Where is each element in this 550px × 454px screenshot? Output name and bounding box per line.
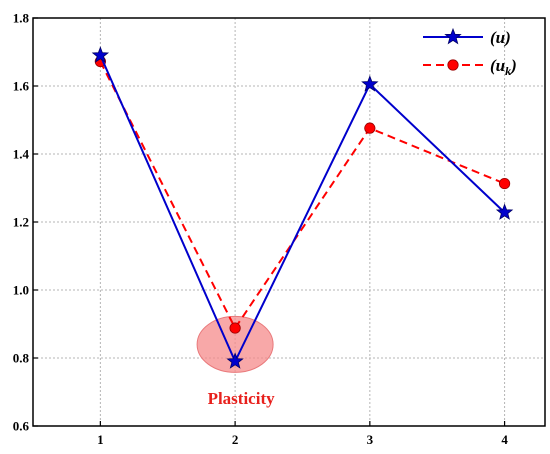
legend-item-1: (u): [423, 27, 511, 47]
axes: 0.6 0.8 1.0 1.2 1.4 1.6 1.8 1 2 3 4: [13, 11, 509, 448]
legend-item-2: (uk): [423, 56, 517, 78]
legend-marker-2: [447, 59, 459, 71]
series-1-point-2: [226, 352, 244, 369]
series-layer: [91, 46, 514, 369]
series-2-point-2: [229, 322, 241, 334]
plasticity-highlight: [196, 315, 274, 373]
y-tick-label-3: 1.0: [13, 283, 29, 298]
y-tick-label-7: 1.8: [13, 11, 30, 26]
y-tick-label-5: 1.4: [13, 147, 30, 162]
series-2-line: [99, 61, 505, 331]
x-tick-label-2: 2: [232, 432, 239, 447]
series-1-line: [99, 54, 506, 364]
x-tick-label-4: 4: [501, 432, 508, 447]
y-tick-label-6: 1.6: [13, 79, 30, 94]
legend-label-2: (uk): [490, 56, 517, 78]
series-1-point-4: [495, 203, 514, 220]
legend-marker-1: [444, 27, 462, 45]
series-2: [94, 55, 511, 334]
plasticity-label: Plasticity: [208, 389, 276, 408]
x-tick-label-3: 3: [367, 432, 374, 447]
annotation: [196, 315, 274, 373]
series-1: [91, 46, 514, 369]
y-tick-label-4: 1.2: [13, 215, 29, 230]
legend-label-1: (u): [490, 28, 511, 47]
series-1-point-3: [361, 75, 379, 92]
legend: (u) (uk): [423, 27, 517, 78]
y-tick-label-2: 0.8: [13, 351, 30, 366]
x-tick-label-1: 1: [97, 432, 104, 447]
series-2-point-4: [498, 177, 511, 190]
series-1-point-1: [91, 46, 110, 63]
series-2-point-3: [364, 122, 376, 134]
y-tick-label-1: 0.6: [13, 419, 30, 434]
